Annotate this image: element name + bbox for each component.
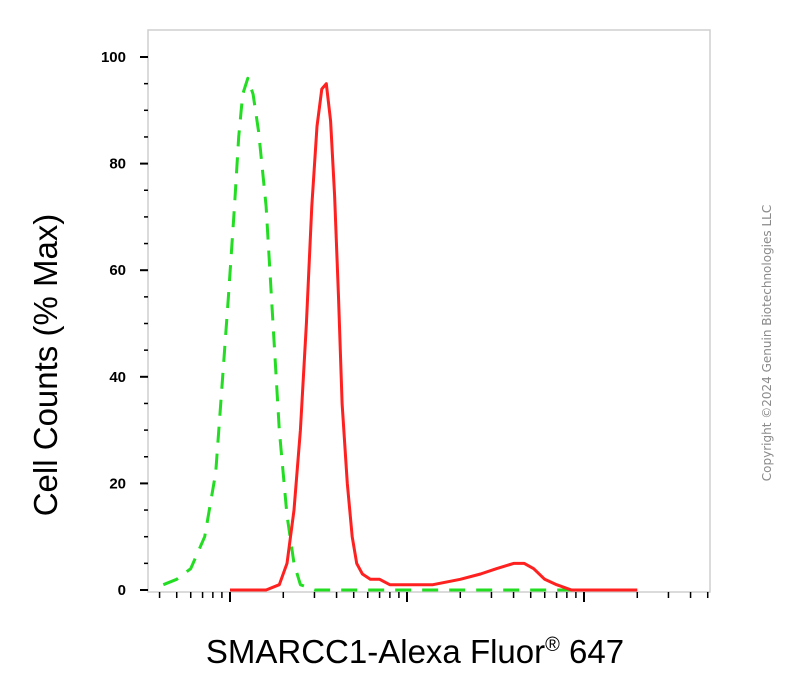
- series-line-2: [230, 82, 638, 592]
- y-tick-label: 60: [109, 262, 126, 279]
- y-tick-label: 80: [109, 156, 126, 173]
- series-group: [162, 76, 638, 592]
- x-axis-label: SMARCC1-Alexa Fluor® 647: [206, 633, 624, 670]
- y-tick-label: 0: [118, 582, 126, 599]
- x-axis: [158, 592, 709, 602]
- plot-frame: [147, 29, 711, 593]
- y-tick-label: 100: [101, 49, 126, 66]
- series-line-1: [162, 76, 638, 592]
- y-tick-label: 40: [109, 369, 126, 386]
- y-axis: 0 20 40 60 80 100: [101, 49, 148, 599]
- y-axis-label: Cell Counts (% Max): [27, 214, 64, 517]
- y-tick-label: 20: [109, 475, 126, 492]
- copyright-watermark: Copyright ©2024 Genuin Biotechnologies L…: [760, 205, 774, 481]
